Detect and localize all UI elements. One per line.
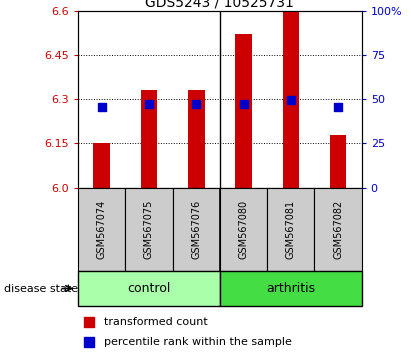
Text: GSM567074: GSM567074 <box>97 200 107 259</box>
Text: arthritis: arthritis <box>266 282 315 295</box>
Point <box>193 101 199 107</box>
Bar <box>220 188 267 271</box>
Bar <box>188 90 205 188</box>
Text: GSM567080: GSM567080 <box>238 200 249 259</box>
Bar <box>235 34 252 188</box>
Bar <box>282 11 299 188</box>
Bar <box>93 143 110 188</box>
Text: GSM567075: GSM567075 <box>144 200 154 259</box>
Bar <box>314 188 362 271</box>
Bar <box>125 188 173 271</box>
Text: GSM567081: GSM567081 <box>286 200 296 259</box>
Point <box>86 319 93 325</box>
Bar <box>267 188 314 271</box>
Bar <box>141 90 157 188</box>
Bar <box>78 188 125 271</box>
Text: percentile rank within the sample: percentile rank within the sample <box>104 337 291 348</box>
Bar <box>220 271 362 306</box>
Bar <box>330 135 346 188</box>
Bar <box>78 271 220 306</box>
Point <box>86 340 93 346</box>
Point <box>145 101 152 107</box>
Title: GDS5243 / 10525731: GDS5243 / 10525731 <box>145 0 294 10</box>
Text: GSM567082: GSM567082 <box>333 200 343 259</box>
Bar <box>173 188 220 271</box>
Point <box>240 101 247 107</box>
Text: GSM567076: GSM567076 <box>191 200 201 259</box>
Point <box>287 97 294 103</box>
Point <box>335 104 341 110</box>
Point <box>99 104 105 110</box>
Text: transformed count: transformed count <box>104 317 208 327</box>
Text: control: control <box>127 282 171 295</box>
Text: disease state: disease state <box>4 284 78 293</box>
